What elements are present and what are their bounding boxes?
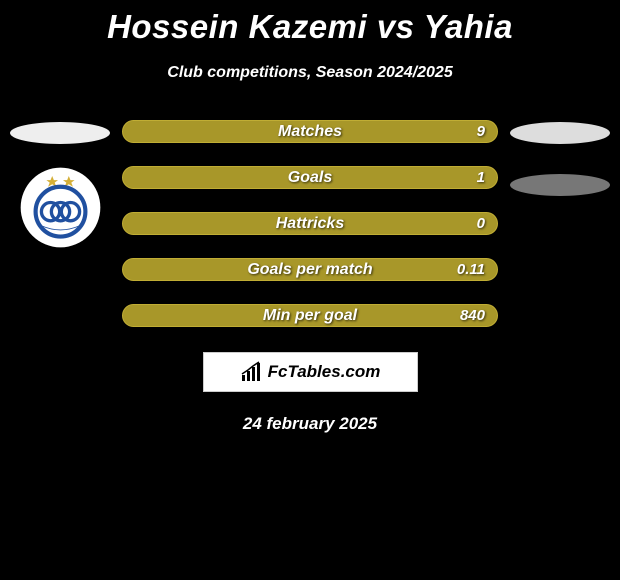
comparison-content: Matches 9 Goals 1 Hattricks 0 Goals per … xyxy=(0,120,620,327)
player-placeholder-left xyxy=(10,122,110,144)
stat-label: Matches xyxy=(278,123,342,141)
attribution-badge: FcTables.com xyxy=(203,352,418,392)
stat-bar: Goals 1 xyxy=(122,166,498,189)
attribution-text: FcTables.com xyxy=(268,362,381,382)
right-column xyxy=(500,120,620,327)
subtitle: Club competitions, Season 2024/2025 xyxy=(0,64,620,82)
player-placeholder-right-1 xyxy=(510,122,610,144)
stat-value: 0 xyxy=(477,215,485,232)
left-column xyxy=(0,120,120,327)
page-title: Hossein Kazemi vs Yahia xyxy=(0,0,620,46)
stat-label: Min per goal xyxy=(263,307,357,325)
player-placeholder-right-2 xyxy=(510,174,610,196)
stat-bar: Matches 9 xyxy=(122,120,498,143)
club-badge-icon xyxy=(19,166,102,249)
stat-value: 9 xyxy=(477,123,485,140)
stat-bars: Matches 9 Goals 1 Hattricks 0 Goals per … xyxy=(120,120,500,327)
stat-label: Goals per match xyxy=(247,261,372,279)
stat-bar: Goals per match 0.11 xyxy=(122,258,498,281)
stat-value: 1 xyxy=(477,169,485,186)
stat-value: 0.11 xyxy=(457,261,485,278)
chart-icon xyxy=(240,361,264,383)
stat-label: Goals xyxy=(288,169,332,187)
stat-bar: Hattricks 0 xyxy=(122,212,498,235)
date-text: 24 february 2025 xyxy=(0,414,620,434)
stat-bar: Min per goal 840 xyxy=(122,304,498,327)
stat-label: Hattricks xyxy=(276,215,344,233)
stat-value: 840 xyxy=(460,307,485,324)
